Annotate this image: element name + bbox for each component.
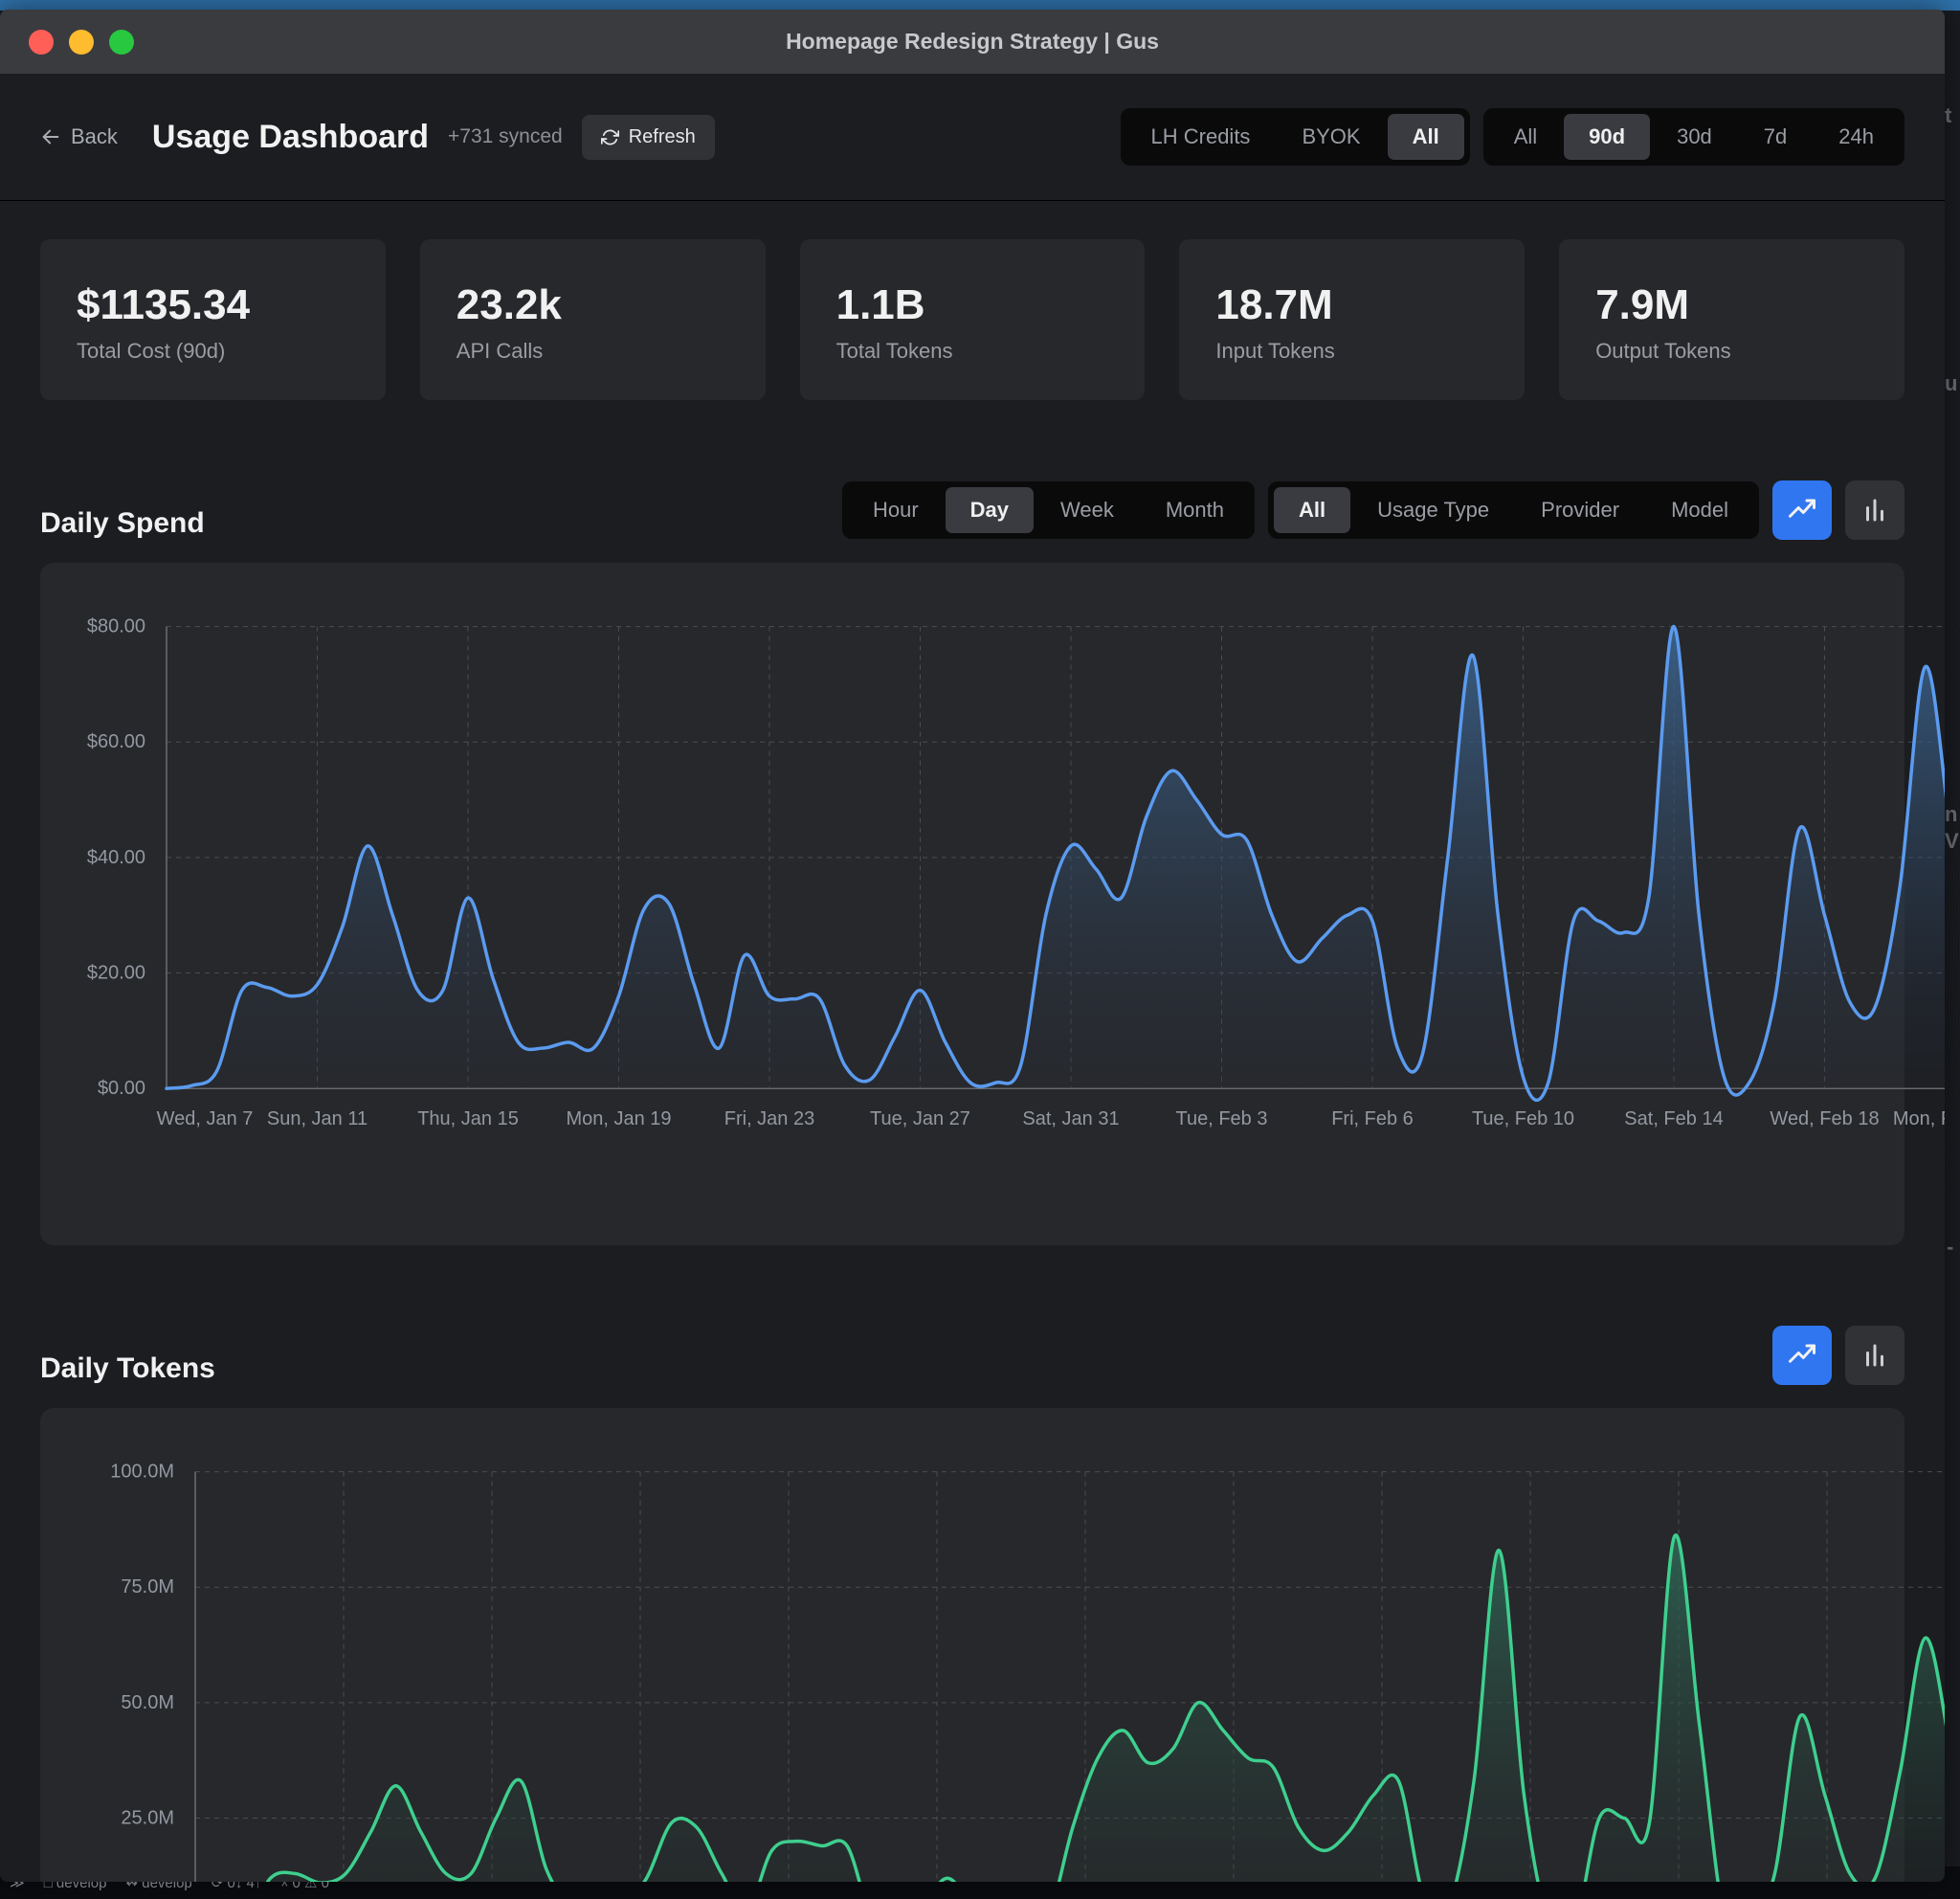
svg-text:Sat, Jan 31: Sat, Jan 31 [1022, 1108, 1119, 1129]
svg-text:75.0M: 75.0M [121, 1576, 174, 1597]
svg-text:$20.00: $20.00 [87, 963, 145, 984]
svg-text:$40.00: $40.00 [87, 847, 145, 868]
svg-text:Tue, Jan 27: Tue, Jan 27 [870, 1108, 970, 1129]
svg-text:Sun, Jan 11: Sun, Jan 11 [267, 1108, 368, 1129]
svg-text:Wed, Jan 7: Wed, Jan 7 [157, 1108, 254, 1129]
svg-text:100.0M: 100.0M [110, 1462, 174, 1483]
svg-text:Wed, Feb 18: Wed, Feb 18 [1770, 1108, 1879, 1129]
svg-text:Tue, Feb 3: Tue, Feb 3 [1176, 1108, 1268, 1129]
svg-text:25.0M: 25.0M [121, 1808, 174, 1829]
svg-text:Mon, Jan 19: Mon, Jan 19 [566, 1108, 671, 1129]
svg-text:$80.00: $80.00 [87, 616, 145, 637]
svg-text:Tue, Feb 10: Tue, Feb 10 [1472, 1108, 1574, 1129]
svg-text:50.0M: 50.0M [121, 1692, 174, 1713]
svg-text:$60.00: $60.00 [87, 731, 145, 752]
svg-text:Fri, Jan 23: Fri, Jan 23 [724, 1108, 814, 1129]
svg-text:Thu, Jan 15: Thu, Jan 15 [417, 1108, 519, 1129]
svg-text:Mon, Feb 23: Mon, Feb 23 [1893, 1108, 1945, 1129]
svg-text:Sat, Feb 14: Sat, Feb 14 [1624, 1108, 1723, 1129]
svg-text:$0.00: $0.00 [98, 1078, 145, 1099]
svg-text:Fri, Feb 6: Fri, Feb 6 [1331, 1108, 1414, 1129]
